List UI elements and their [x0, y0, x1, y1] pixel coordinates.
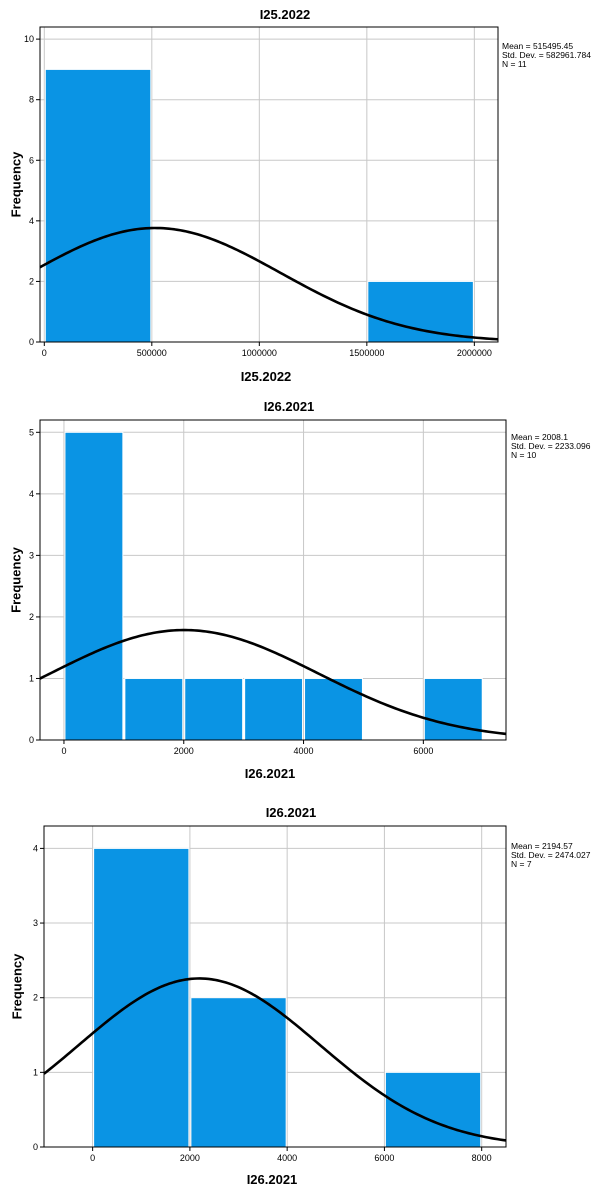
x-tick-label: 0 [90, 1153, 95, 1163]
y-tick-label: 8 [29, 95, 34, 105]
x-tick-label: 2000 [180, 1153, 200, 1163]
stats-line: Mean = 515495.45 [502, 41, 573, 51]
y-tick-label: 4 [33, 843, 38, 853]
y-axis-label: Frequency [8, 151, 23, 218]
stats-line: Std. Dev. = 2474.027 [511, 850, 591, 860]
y-axis-label: Frequency [8, 546, 23, 613]
y-tick-label: 10 [24, 34, 34, 44]
plot-frame [39, 26, 499, 343]
x-tick-label: 2000000 [457, 348, 492, 358]
x-axis-label: I26.2021 [247, 1172, 298, 1187]
x-axis-label: I25.2022 [241, 369, 292, 384]
histogram-bar [384, 1071, 482, 1148]
histogram-bar [367, 280, 474, 343]
x-tick-label: 1000000 [242, 348, 277, 358]
y-tick-label: 2 [33, 993, 38, 1003]
y-tick-label: 4 [29, 489, 34, 499]
histogram-bar [244, 677, 304, 741]
x-tick-label: 500000 [137, 348, 167, 358]
histogram-bar [124, 677, 184, 741]
stats-line: N = 11 [502, 59, 527, 69]
y-tick-label: 1 [29, 673, 34, 683]
plot-frame [43, 825, 507, 1148]
y-tick-label: 5 [29, 427, 34, 437]
y-tick-label: 3 [29, 550, 34, 560]
stats-line: N = 10 [511, 450, 537, 460]
histogram-bar [64, 431, 124, 741]
x-tick-label: 2000 [174, 746, 194, 756]
histogram-chart-2: 0 1 2 3 4 5 0 2000 4000 6000 I26.2021 I26.2021 Frequ… [8, 399, 590, 781]
stats-line: Mean = 2008.1 [511, 432, 568, 442]
y-tick-label: 6 [29, 155, 34, 165]
plot-frame [39, 419, 507, 741]
histogram-chart-1: 0 2 4 6 8 10 0 500000 1000000 1500000 2000000 I25.2… [8, 7, 591, 384]
chart-title: I26.2021 [266, 805, 317, 820]
x-tick-label: 0 [42, 348, 47, 358]
normal-curve [39, 226, 499, 341]
y-tick-label: 0 [29, 735, 34, 745]
x-tick-label: 6000 [374, 1153, 394, 1163]
x-tick-label: 4000 [277, 1153, 297, 1163]
y-tick-label: 0 [29, 337, 34, 347]
y-tick-label: 2 [29, 612, 34, 622]
y-axis-label: Frequency [9, 953, 24, 1020]
histogram-chart-3: 0 1 2 3 4 0 2000 4000 6000 8000 I26.2021 I26.2021 Fr… [9, 805, 590, 1187]
x-axis-label: I26.2021 [245, 766, 296, 781]
y-tick-label: 4 [29, 216, 34, 226]
x-tick-label: 8000 [472, 1153, 492, 1163]
stats-line: Std. Dev. = 582961.784 [502, 50, 591, 60]
y-tick-label: 2 [29, 276, 34, 286]
normal-curve [43, 977, 507, 1142]
y-tick-label: 0 [33, 1142, 38, 1152]
x-tick-label: 0 [61, 746, 66, 756]
y-tick-label: 1 [33, 1067, 38, 1077]
histogram-bar [423, 677, 483, 741]
chart-title: I25.2022 [260, 7, 311, 22]
histogram-bar [44, 68, 152, 343]
chart-title: I26.2021 [264, 399, 315, 414]
x-tick-label: 1500000 [349, 348, 384, 358]
histogram-bar [304, 677, 363, 741]
histogram-bar [190, 997, 287, 1148]
x-tick-label: 4000 [294, 746, 314, 756]
stats-line: Std. Dev. = 2233.096 [511, 441, 591, 451]
histogram-bar [184, 677, 244, 741]
stats-line: N = 7 [511, 859, 532, 869]
x-tick-label: 6000 [413, 746, 433, 756]
stats-line: Mean = 2194.57 [511, 841, 573, 851]
normal-curve [39, 628, 507, 736]
y-tick-label: 3 [33, 918, 38, 928]
